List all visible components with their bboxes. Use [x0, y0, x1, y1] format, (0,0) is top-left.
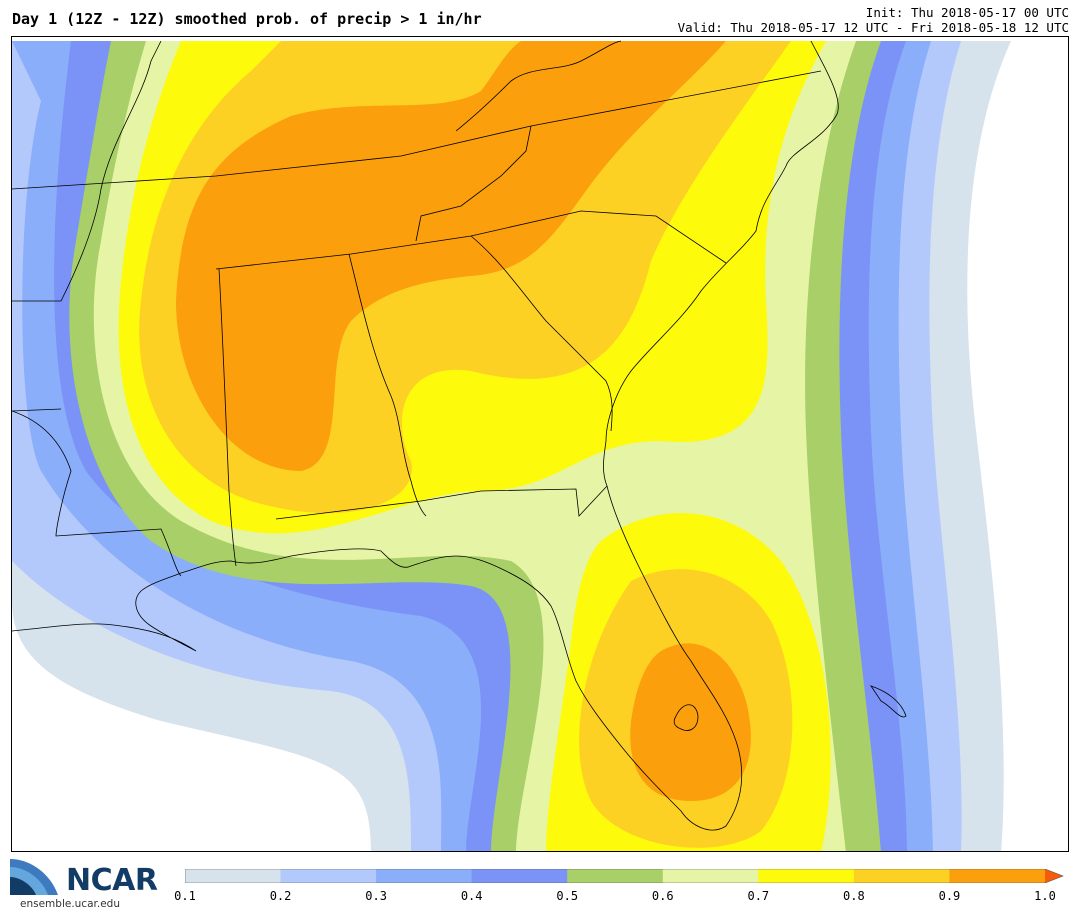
colorbar-extension-arrow	[1045, 869, 1063, 883]
border-tn-south	[12, 210, 727, 412]
valid-time: Valid: Thu 2018-05-17 12 UTC - Fri 2018-…	[677, 20, 1069, 35]
ncar-logo: NCAR ensemble.ucar.edu	[10, 855, 160, 913]
colorbar-tick-label: 0.7	[747, 889, 770, 903]
border-va-wv	[455, 40, 622, 132]
colorbar-tick-label: 0.3	[365, 889, 387, 903]
colorbar-swatch	[758, 869, 855, 883]
colorbar-tick-label: 0.9	[938, 889, 961, 903]
map-panel	[11, 36, 1069, 852]
contour-band-0.9-north	[176, 41, 726, 471]
colorbar-tick-label: 1.0	[1034, 889, 1056, 903]
border-fl-north	[275, 485, 608, 520]
bahamas-abaco	[870, 685, 907, 718]
colorbar-swatch	[185, 869, 282, 883]
init-time: Init: Thu 2018-05-17 00 UTC	[865, 5, 1069, 20]
border-nc-va	[415, 125, 532, 242]
run-info: Init: Thu 2018-05-17 00 UTC Valid: Thu 2…	[678, 5, 1069, 35]
border-ar	[12, 40, 162, 302]
colorbar-swatch	[662, 869, 759, 883]
colorbar-tick-label: 0.5	[556, 889, 579, 903]
colorbar-swatch	[853, 869, 950, 883]
colorbar	[185, 869, 1064, 883]
colorbar-swatch	[567, 869, 664, 883]
contour-band-0.9-florida	[630, 643, 751, 801]
colorbar-tick-label: 0.1	[174, 889, 196, 903]
border-tn-ky	[12, 70, 822, 190]
border-al-ga	[348, 253, 427, 517]
probability-map	[12, 40, 1011, 851]
colorbar-swatch	[949, 869, 1046, 883]
ncar-wordmark: NCAR	[66, 863, 158, 898]
ncar-globe-logo-icon	[10, 859, 58, 895]
state-borders	[12, 40, 907, 831]
map-title: Day 1 (12Z - 12Z) smoothed prob. of prec…	[12, 10, 482, 28]
ncar-url: ensemble.ucar.edu	[20, 898, 120, 910]
colorbar-tick-label: 0.8	[843, 889, 865, 903]
colorbar-swatch	[280, 869, 377, 883]
colorbar-swatch	[376, 869, 473, 883]
border-la	[12, 410, 182, 577]
colorbar-tick-label: 0.2	[269, 889, 292, 903]
lake-okeechobee	[673, 704, 699, 731]
border-ga-sc	[470, 235, 613, 432]
border-ms-al	[218, 268, 237, 567]
colorbar-tick-label: 0.4	[460, 889, 483, 903]
colorbar-swatch	[471, 869, 568, 883]
colorbar-tick-label: 0.6	[651, 889, 674, 903]
coastline	[12, 40, 839, 831]
